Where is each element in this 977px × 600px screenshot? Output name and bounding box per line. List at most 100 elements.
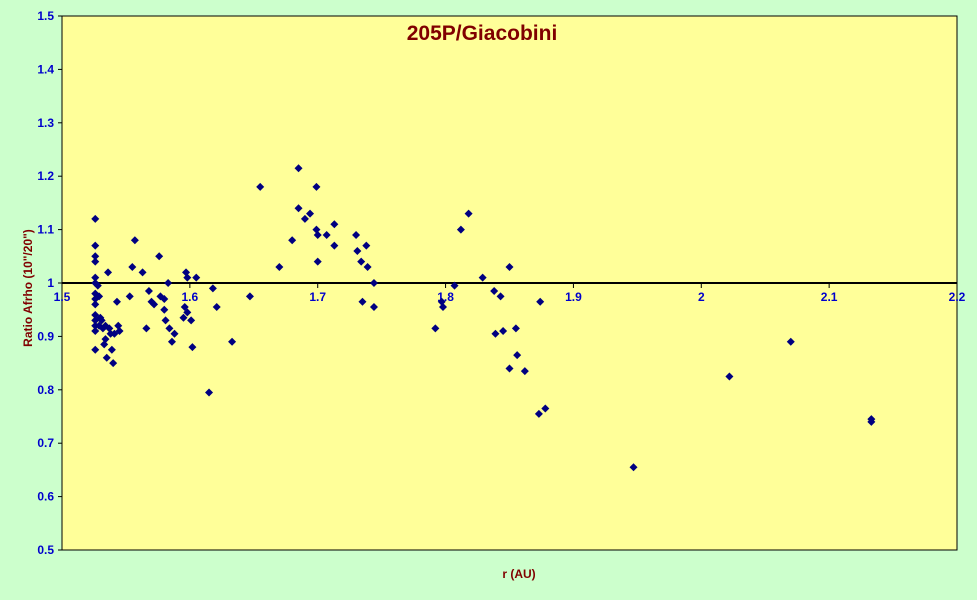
data-point <box>102 353 111 362</box>
x-tick-label: 1.7 <box>309 290 326 304</box>
data-point <box>128 262 137 271</box>
data-point <box>456 225 465 234</box>
data-point <box>160 305 169 314</box>
data-point <box>431 324 440 333</box>
data-point <box>439 303 448 312</box>
data-point <box>536 297 545 306</box>
y-tick-label: 1.5 <box>37 9 54 23</box>
y-tick-label: 1.1 <box>37 223 54 237</box>
y-tick-label: 1.3 <box>37 116 54 130</box>
data-point <box>867 417 876 426</box>
data-point <box>505 262 514 271</box>
data-point <box>629 463 638 472</box>
y-tick-label: 1 <box>47 276 54 290</box>
y-axis: 0.5 0.6 0.7 0.8 0.9 1 1.1 1.2 1.3 1.4 1.5 <box>37 9 63 557</box>
data-point <box>112 297 121 306</box>
data-point <box>101 335 110 344</box>
data-point <box>93 281 102 290</box>
data-point <box>144 287 153 296</box>
data-point <box>167 337 176 346</box>
data-point <box>437 297 446 306</box>
data-point <box>188 343 197 352</box>
data-points <box>91 164 876 472</box>
data-point <box>187 316 196 325</box>
data-point <box>275 262 284 271</box>
data-point <box>114 321 123 330</box>
data-point <box>513 351 522 360</box>
data-point <box>165 324 174 333</box>
data-point <box>534 409 543 418</box>
data-point <box>105 324 114 333</box>
y-tick-label: 0.7 <box>37 436 54 450</box>
data-point <box>369 303 378 312</box>
data-point <box>312 225 321 234</box>
data-point <box>330 241 339 250</box>
data-point <box>91 241 100 250</box>
data-point <box>496 292 505 301</box>
data-point <box>312 182 321 191</box>
x-axis-title: r (AU) <box>502 567 535 581</box>
data-point <box>130 236 139 245</box>
data-point <box>142 324 151 333</box>
data-point <box>306 209 315 218</box>
data-point <box>352 230 361 239</box>
data-point <box>170 329 179 338</box>
data-point <box>330 220 339 229</box>
data-point <box>138 268 147 277</box>
chart-title: 205P/Giacobini <box>407 22 558 45</box>
y-tick-label: 0.5 <box>37 543 54 557</box>
data-point <box>505 364 514 373</box>
data-point <box>91 214 100 223</box>
data-point <box>91 300 100 309</box>
data-point <box>511 324 520 333</box>
data-point <box>182 268 191 277</box>
data-point <box>245 292 254 301</box>
data-point <box>362 241 371 250</box>
data-point <box>91 273 100 282</box>
data-point <box>109 359 118 368</box>
data-point <box>150 300 159 309</box>
data-point <box>91 345 100 354</box>
data-point <box>725 372 734 381</box>
data-point <box>125 292 134 301</box>
data-point <box>499 327 508 336</box>
data-point <box>183 273 192 282</box>
data-point <box>313 230 322 239</box>
data-point <box>256 182 265 191</box>
data-point <box>294 204 303 213</box>
data-point <box>212 303 221 312</box>
data-point <box>155 252 164 261</box>
data-point <box>490 287 499 296</box>
data-point <box>208 284 217 293</box>
data-point <box>358 297 367 306</box>
data-point <box>478 273 487 282</box>
data-point <box>322 230 331 239</box>
x-tick-label: 1.9 <box>565 290 582 304</box>
data-point <box>288 236 297 245</box>
data-point <box>205 388 214 397</box>
data-point <box>100 340 109 349</box>
data-point <box>91 257 100 266</box>
data-point <box>160 295 169 304</box>
data-point <box>91 327 100 336</box>
data-point <box>192 273 201 282</box>
x-tick-label: 2 <box>698 290 705 304</box>
data-point <box>115 327 124 336</box>
y-tick-label: 0.8 <box>37 383 54 397</box>
x-tick-label: 2.2 <box>949 290 966 304</box>
data-point <box>357 257 366 266</box>
data-point <box>541 404 550 413</box>
data-point <box>97 316 106 325</box>
data-point <box>161 316 170 325</box>
data-point <box>464 209 473 218</box>
y-axis-title: Ratio Afrho (10"/20") <box>21 229 35 347</box>
data-point <box>179 313 188 322</box>
data-point <box>91 252 100 261</box>
data-point <box>363 262 372 271</box>
data-point <box>450 281 459 290</box>
data-point <box>95 292 104 301</box>
x-tick-label: 1.5 <box>54 290 71 304</box>
data-point <box>164 279 173 287</box>
x-axis: 1.5 1.6 1.7 1.8 1.9 2 2.1 2.2 <box>54 283 966 304</box>
